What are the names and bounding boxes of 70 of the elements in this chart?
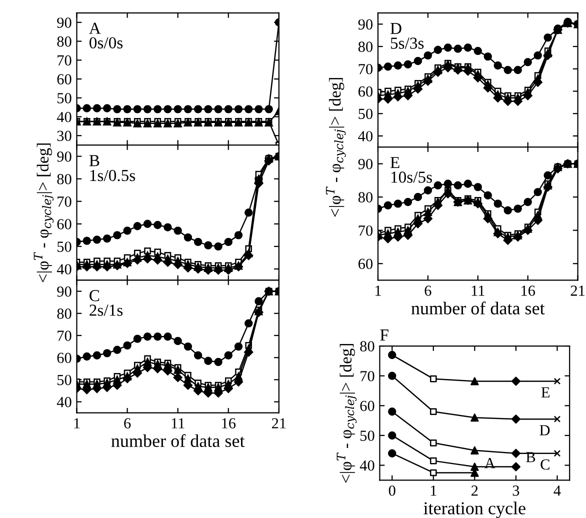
- y-tick-label: 80: [360, 341, 374, 352]
- x-tick-label: 6: [124, 418, 131, 428]
- x-tick-label: 21: [570, 286, 585, 296]
- y-tick-label: 40: [56, 112, 72, 122]
- y-tick-label: 30: [57, 130, 72, 142]
- y-tick-label: 50: [358, 108, 373, 120]
- y-tick-label: 70: [58, 196, 72, 207]
- x-axis-title: number of data set: [111, 434, 245, 448]
- y-tick-label: 80: [57, 308, 72, 319]
- x-tick-label: 21: [272, 418, 286, 428]
- x-axis-title: iteration cycle: [424, 502, 526, 518]
- y-tick-label: 90: [358, 158, 373, 170]
- x-tick-label: 1: [375, 286, 381, 296]
- y-tick-label: 80: [358, 42, 373, 52]
- y-tick-label: 90: [358, 19, 373, 30]
- x-tick-label: 0: [388, 485, 396, 496]
- y-tick-label: 60: [57, 352, 72, 364]
- y-tick-label: 60: [57, 219, 72, 230]
- y-tick-label: 40: [358, 131, 373, 142]
- x-tick-label: 6: [424, 286, 432, 296]
- x-tick-label: 11: [472, 286, 484, 296]
- y-tick-label: 80: [358, 192, 373, 202]
- annotation: 2s/1s: [90, 304, 123, 316]
- x-tick-label: 1: [430, 486, 436, 496]
- y-tick-label: 90: [57, 18, 72, 28]
- annotation: E: [390, 157, 400, 168]
- annotation: A: [484, 458, 496, 468]
- annotation: C: [90, 290, 100, 302]
- x-tick-label: 16: [522, 286, 536, 296]
- y-axis-title: <|φ$^{T}$ - φ$_{cyclej}$|> [deg]: [326, 78, 346, 217]
- annotation: E: [541, 387, 550, 398]
- y-tick-label: 50: [58, 242, 72, 252]
- y-tick-label: 50: [58, 374, 72, 386]
- y-axis-title: <|φ$^{T}$ - φ$_{cyclej}$|> [deg]: [34, 144, 54, 282]
- y-axis-title: <|φ$^{T}$ - φ$_{cyclej}$|> [deg]: [336, 344, 357, 483]
- x-tick-label: 2: [472, 486, 478, 496]
- y-tick-label: 60: [358, 86, 373, 97]
- y-tick-label: 70: [58, 55, 72, 66]
- x-axis-title: number of data set: [411, 302, 545, 314]
- y-tick-label: 80: [57, 174, 72, 184]
- annotation: 5s/3s: [390, 38, 424, 49]
- y-tick-label: 60: [360, 400, 374, 412]
- y-tick-label: 70: [358, 225, 373, 236]
- y-tick-label: 50: [58, 93, 72, 104]
- x-tick-label: 16: [222, 418, 236, 428]
- annotation: 10s/5s: [391, 172, 432, 183]
- x-tick-label: 4: [554, 486, 561, 496]
- annotation: 1s/0.5s: [90, 170, 136, 182]
- y-tick-label: 60: [57, 74, 72, 84]
- y-tick-label: 70: [58, 330, 72, 341]
- y-tick-label: 40: [56, 396, 72, 408]
- y-tick-label: 60: [358, 258, 373, 270]
- annotation: D: [540, 425, 550, 436]
- annotation: C: [540, 459, 550, 470]
- y-tick-label: 70: [358, 64, 373, 74]
- chart-title: F: [380, 330, 388, 340]
- x-tick-label: 1: [74, 418, 80, 428]
- y-tick-label: 40: [56, 264, 72, 274]
- annotation: 0s/0s: [90, 37, 123, 48]
- y-tick-label: 90: [57, 151, 72, 162]
- y-tick-label: 40: [360, 460, 374, 471]
- annotation: D: [390, 22, 402, 34]
- annotation: B: [89, 155, 100, 166]
- x-tick-label: 3: [512, 486, 520, 496]
- y-tick-label: 50: [360, 430, 374, 441]
- y-tick-label: 90: [57, 286, 72, 297]
- y-tick-label: 80: [57, 36, 72, 47]
- annotation: A: [89, 22, 101, 34]
- y-tick-label: 70: [360, 370, 374, 382]
- x-tick-label: 11: [172, 418, 184, 428]
